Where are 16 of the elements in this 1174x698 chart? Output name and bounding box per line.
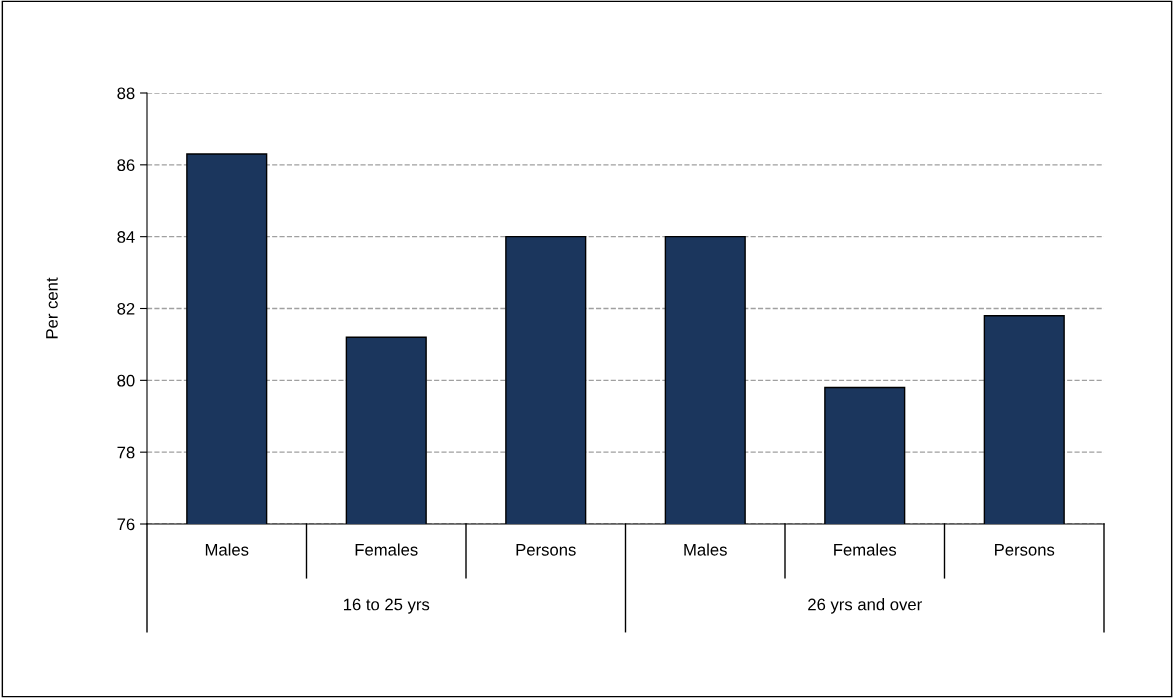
y-tick-label: 84: [117, 231, 135, 243]
text: 16 to 25 yrs: [343, 598, 430, 614]
x-tick-label: Persons: [995, 544, 1055, 556]
x-tick-label: Males: [205, 543, 249, 556]
x-tick-label: Males: [684, 543, 727, 556]
y-tick-label: 76: [117, 518, 135, 531]
y-tick-label: 86: [117, 159, 135, 172]
y-tick-label: 82: [117, 302, 135, 315]
x-tick-label: Females: [834, 543, 897, 556]
x-tick-label: Females: [355, 543, 418, 556]
x-tick-label: Persons: [516, 544, 576, 556]
text: 26 yrs and over: [808, 598, 922, 614]
y-tick-label: 80: [117, 374, 135, 387]
y-tick-label: 88: [117, 87, 135, 100]
y-axis-title: Per cent: [46, 277, 58, 339]
y-tick-label: 78: [117, 446, 135, 459]
